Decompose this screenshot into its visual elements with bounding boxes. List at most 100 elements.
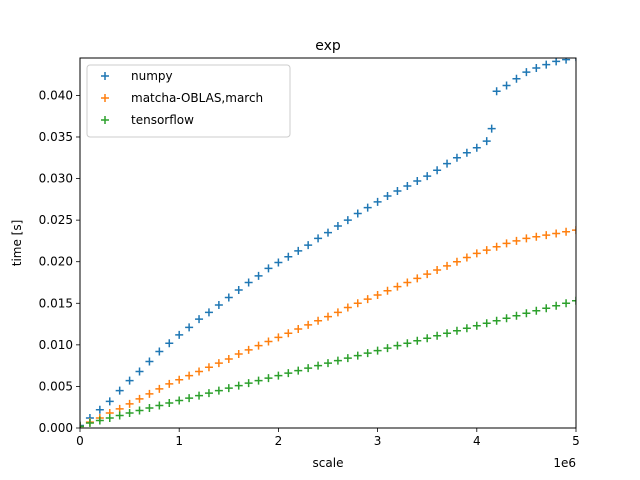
data-point bbox=[433, 166, 442, 175]
data-point bbox=[234, 381, 243, 390]
data-point bbox=[343, 216, 352, 225]
y-tick-label: 0.030 bbox=[39, 172, 73, 186]
legend-marker bbox=[101, 72, 109, 80]
data-point bbox=[433, 266, 442, 275]
data-point bbox=[125, 399, 134, 408]
legend-label: matcha-OBLAS,march bbox=[131, 91, 263, 105]
data-point bbox=[492, 242, 501, 251]
data-point bbox=[145, 357, 154, 366]
plot-area bbox=[80, 58, 576, 428]
y-tick-label: 0.020 bbox=[39, 255, 73, 269]
data-point bbox=[343, 354, 352, 363]
data-point bbox=[363, 295, 372, 304]
data-point bbox=[204, 389, 213, 398]
data-point bbox=[115, 411, 124, 420]
data-point bbox=[353, 351, 362, 360]
data-point bbox=[433, 331, 442, 340]
data-point bbox=[105, 414, 114, 423]
data-point bbox=[572, 296, 576, 305]
data-point bbox=[353, 209, 362, 218]
data-point bbox=[552, 229, 561, 238]
data-point bbox=[423, 270, 432, 279]
data-point bbox=[542, 231, 551, 240]
data-point bbox=[324, 312, 332, 321]
data-point bbox=[294, 366, 303, 375]
data-point bbox=[224, 354, 233, 363]
data-point bbox=[135, 394, 144, 403]
chart-title: exp bbox=[315, 38, 341, 54]
data-point bbox=[294, 246, 303, 255]
data-point bbox=[502, 81, 511, 90]
data-point bbox=[403, 278, 412, 287]
data-point bbox=[324, 359, 332, 368]
data-point bbox=[224, 384, 233, 393]
data-point bbox=[443, 329, 452, 338]
data-point bbox=[502, 314, 511, 323]
data-point bbox=[95, 405, 104, 414]
data-point bbox=[333, 221, 342, 230]
data-point bbox=[244, 345, 253, 354]
data-point bbox=[155, 384, 164, 393]
data-point bbox=[552, 58, 561, 66]
data-point bbox=[492, 87, 501, 96]
y-tick-label: 0.015 bbox=[39, 296, 73, 310]
x-tick-label: 0 bbox=[76, 434, 84, 448]
data-point bbox=[175, 396, 184, 405]
data-point bbox=[552, 301, 561, 310]
data-point bbox=[314, 316, 323, 325]
x-axis-offset-label: 1e6 bbox=[553, 456, 576, 470]
data-point bbox=[333, 356, 342, 365]
data-point bbox=[80, 421, 84, 428]
data-point bbox=[413, 274, 422, 283]
data-point bbox=[413, 336, 422, 345]
data-point bbox=[462, 324, 471, 333]
data-point bbox=[244, 278, 253, 287]
data-point bbox=[85, 419, 94, 428]
series-2 bbox=[80, 296, 576, 428]
data-point bbox=[403, 182, 412, 191]
data-point bbox=[204, 363, 213, 372]
data-point bbox=[572, 226, 576, 235]
data-point bbox=[462, 148, 471, 157]
y-axis: 0.000 0.005 0.010 0.015 0.020 0.025 0.030 0.035… bbox=[39, 88, 80, 435]
data-point bbox=[155, 401, 164, 410]
data-point bbox=[562, 227, 571, 236]
data-point bbox=[165, 379, 174, 388]
data-point bbox=[95, 416, 104, 425]
data-point bbox=[353, 299, 362, 308]
x-tick-label: 3 bbox=[374, 434, 382, 448]
legend-label: numpy bbox=[131, 69, 173, 83]
data-point bbox=[254, 271, 263, 280]
y-tick-label: 0.000 bbox=[39, 421, 73, 435]
data-point bbox=[482, 137, 491, 146]
data-point bbox=[145, 404, 154, 413]
data-point bbox=[462, 253, 471, 262]
data-point bbox=[373, 197, 382, 206]
data-point bbox=[452, 257, 461, 266]
x-tick-label: 4 bbox=[473, 434, 481, 448]
x-axis-label: scale bbox=[313, 456, 344, 470]
data-point bbox=[423, 172, 432, 181]
data-point bbox=[185, 394, 194, 403]
data-point bbox=[224, 293, 233, 302]
data-point bbox=[403, 339, 412, 348]
data-point bbox=[125, 376, 134, 385]
data-point bbox=[274, 333, 283, 342]
data-point bbox=[135, 367, 144, 376]
x-tick-label: 1 bbox=[175, 434, 183, 448]
data-point bbox=[195, 391, 204, 400]
data-point bbox=[234, 285, 243, 294]
data-point bbox=[363, 349, 372, 358]
data-point bbox=[393, 187, 402, 196]
data-point bbox=[105, 397, 114, 406]
data-point bbox=[304, 241, 313, 250]
x-tick-label: 5 bbox=[572, 434, 580, 448]
data-point bbox=[542, 60, 551, 69]
legend-box bbox=[86, 64, 291, 138]
data-point bbox=[443, 159, 452, 168]
data-point bbox=[562, 58, 571, 64]
data-point bbox=[254, 341, 263, 350]
data-point bbox=[284, 329, 293, 338]
data-point bbox=[472, 321, 481, 330]
data-point bbox=[522, 309, 531, 318]
